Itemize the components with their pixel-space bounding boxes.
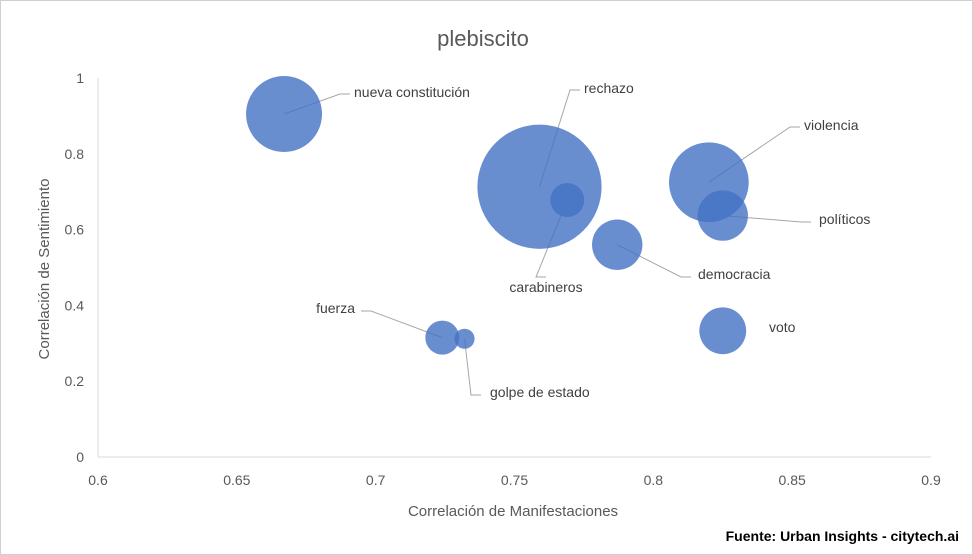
bubble-data-label: voto	[769, 319, 796, 335]
bubbles	[246, 76, 749, 355]
x-tick-label: 0.85	[779, 472, 806, 488]
y-tick-label: 0.4	[65, 297, 85, 313]
x-tick-label: 0.75	[501, 472, 528, 488]
axes: 0.6 0.65 0.7 0.75 0.8 0.85 0.9 0 0.2 0.4 0.6 0.8 1	[65, 70, 941, 488]
leader-line	[722, 215, 811, 223]
leader-line	[361, 310, 443, 339]
bubble-point	[550, 183, 585, 218]
leader-line	[464, 338, 481, 396]
bubble-point	[592, 219, 643, 270]
bubble-data-label: políticos	[819, 211, 870, 227]
y-tick-label: 0	[76, 449, 84, 465]
bubble-data-label: violencia	[804, 117, 859, 133]
bubble-data-label: fuerza	[316, 300, 355, 316]
y-tick-label: 0.6	[65, 222, 85, 238]
x-tick-label: 0.7	[366, 472, 386, 488]
bubble-data-label: democracia	[698, 266, 771, 282]
source-credit: Fuente: Urban Insights - citytech.ai	[726, 528, 959, 544]
bubble-point	[454, 328, 475, 349]
bubble-point	[477, 124, 602, 249]
x-tick-label: 0.6	[88, 472, 108, 488]
bubble-data-label: carabineros	[509, 279, 582, 295]
x-tick-label: 0.9	[921, 472, 941, 488]
bubble-point	[246, 76, 323, 153]
bubble-point	[699, 307, 747, 355]
bubble-labels: nueva constitución rechazo carabineros viol…	[316, 80, 870, 400]
chart-title: plebiscito	[437, 26, 529, 51]
bubble-data-label: rechazo	[584, 80, 634, 96]
y-tick-label: 0.8	[65, 146, 85, 162]
y-tick-label: 1	[76, 70, 84, 86]
bubble-point	[425, 320, 460, 355]
y-axis-title: Correlación de Sentimiento	[36, 179, 53, 360]
y-tick-label: 0.2	[65, 373, 85, 389]
x-axis-title: Correlación de Manifestaciones	[408, 503, 618, 520]
x-tick-label: 0.65	[223, 472, 250, 488]
x-tick-label: 0.8	[644, 472, 664, 488]
bubble-point	[697, 190, 748, 241]
bubble-data-label: nueva constitución	[354, 84, 470, 100]
bubble-data-label: golpe de estado	[490, 384, 590, 400]
